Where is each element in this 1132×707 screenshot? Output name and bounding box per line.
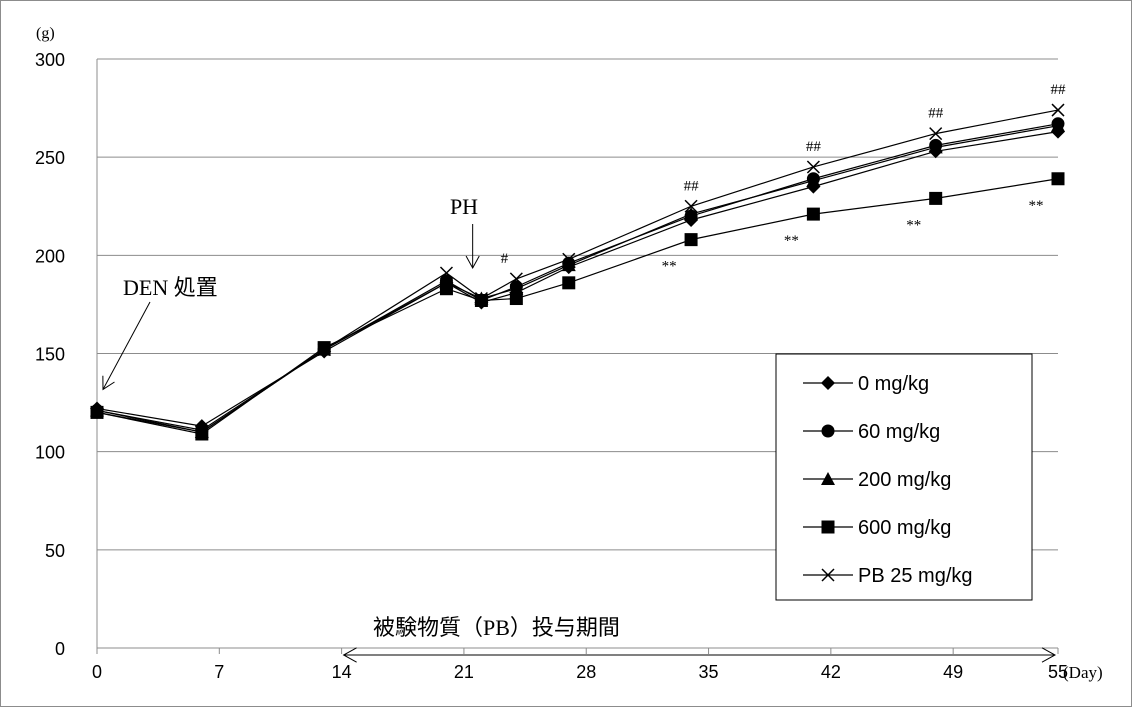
point-pb-25-mg-kg-day-55-b bbox=[1051, 103, 1065, 117]
sig-star-day-41: ** bbox=[784, 233, 799, 249]
y-tick-label-200: 200 bbox=[35, 246, 65, 266]
sig-hash-day-24: # bbox=[501, 251, 509, 267]
point-200-mg-kg-day-55 bbox=[1051, 118, 1065, 132]
legend-item-pb-25-mg-kg: PB 25 mg/kg bbox=[803, 565, 973, 587]
y-tick-label-0: 0 bbox=[55, 639, 65, 659]
point-200-mg-kg-day-34 bbox=[684, 207, 699, 221]
legend-label-200-mg-kg: 200 mg/kg bbox=[858, 469, 951, 491]
den-arrowhead bbox=[102, 375, 115, 391]
point-pb-25-mg-kg-day-27-b bbox=[562, 252, 576, 266]
point-pb-25-mg-kg-day-0 bbox=[90, 405, 104, 419]
legend-label-pb-25-mg-kg: PB 25 mg/kg bbox=[858, 565, 973, 587]
dosing-period: 被験物質（PB）投与期間 bbox=[342, 615, 1057, 663]
legend-marker-pb-25-mg-kg bbox=[821, 568, 835, 582]
y-unit-label: (g) bbox=[36, 25, 55, 42]
point-pb-25-mg-kg-day-22-b bbox=[474, 291, 488, 306]
point-pb-25-mg-kg-day-24-b bbox=[509, 272, 523, 286]
point-600-mg-kg-day-13 bbox=[317, 341, 331, 355]
sig-hash-day-48: ## bbox=[928, 106, 944, 122]
point-pb-25-mg-kg-day-27 bbox=[562, 252, 576, 266]
point-600-mg-kg-day-34 bbox=[684, 233, 698, 247]
y-tick-label-150: 150 bbox=[35, 345, 65, 365]
point-pb-25-mg-kg-day-48-b bbox=[929, 127, 943, 141]
y-tick-label-50: 50 bbox=[45, 541, 65, 561]
x-tick-label-55: 55 bbox=[1048, 662, 1068, 682]
sig-star-day-34: ** bbox=[662, 259, 677, 275]
legend-item-0-mg-kg: 0 mg/kg bbox=[803, 373, 929, 395]
x-unit-label: (Day) bbox=[1063, 663, 1103, 682]
period-label: 被験物質（PB）投与期間 bbox=[373, 615, 620, 640]
sig-star-day-55: ** bbox=[1029, 198, 1044, 214]
period-arrowhead-left bbox=[342, 647, 357, 663]
legend-item-200-mg-kg: 200 mg/kg bbox=[803, 469, 951, 491]
point-pb-25-mg-kg-day-34 bbox=[684, 199, 698, 213]
den-arrow-line bbox=[102, 301, 151, 390]
legend-label-0-mg-kg: 0 mg/kg bbox=[858, 373, 929, 395]
x-tick-label-35: 35 bbox=[699, 662, 719, 682]
axes: 0 50 100 150 200 250 300 0 7 14 21 28 35 42 49 55 (g) (Da… bbox=[35, 25, 1103, 682]
y-tick-label-300: 300 bbox=[35, 50, 65, 70]
point-pb-25-mg-kg-day-20 bbox=[439, 266, 453, 280]
point-200-mg-kg-day-41 bbox=[806, 173, 821, 187]
point-600-mg-kg-day-20 bbox=[439, 282, 453, 296]
point-600-mg-kg-day-48 bbox=[929, 191, 943, 205]
x-tick-label-21: 21 bbox=[454, 662, 474, 682]
point-pb-25-mg-kg-day-34-b bbox=[684, 199, 698, 213]
legend-label-60-mg-kg: 60 mg/kg bbox=[858, 421, 940, 443]
legend-item-600-mg-kg: 600 mg/kg bbox=[803, 517, 951, 539]
point-pb-25-mg-kg-day-22 bbox=[474, 291, 488, 306]
legend-marker-60-mg-kg bbox=[821, 424, 835, 438]
den-label: DEN 処置 bbox=[123, 275, 218, 300]
sig-star-day-48: ** bbox=[906, 217, 921, 233]
x-tick-label-14: 14 bbox=[332, 662, 352, 682]
ph-label: PH bbox=[450, 194, 478, 219]
legend-marker-200-mg-kg bbox=[821, 472, 835, 485]
series-group bbox=[90, 103, 1065, 441]
sig-hash-day-41: ## bbox=[806, 139, 822, 155]
legend-item-60-mg-kg: 60 mg/kg bbox=[803, 421, 940, 443]
point-600-mg-kg-day-24 bbox=[509, 292, 523, 306]
legend-marker-pb-25-mg-kg-b bbox=[821, 568, 835, 582]
y-tick-label-100: 100 bbox=[35, 443, 65, 463]
series-pb-25-mg-kg bbox=[90, 103, 1065, 439]
point-600-mg-kg-day-27 bbox=[562, 276, 576, 290]
x-tick-label-42: 42 bbox=[821, 662, 841, 682]
period-arrowhead-right bbox=[1041, 647, 1057, 663]
legend-box bbox=[775, 353, 1033, 601]
point-pb-25-mg-kg-day-13-b bbox=[317, 343, 331, 357]
point-pb-25-mg-kg-day-24 bbox=[509, 272, 523, 286]
point-pb-25-mg-kg-day-13 bbox=[317, 343, 331, 357]
point-600-mg-kg-day-41 bbox=[806, 207, 820, 221]
point-pb-25-mg-kg-day-48 bbox=[929, 127, 943, 141]
point-200-mg-kg-day-24 bbox=[509, 281, 524, 295]
point-pb-25-mg-kg-day-55 bbox=[1051, 103, 1065, 117]
ph-arrowhead bbox=[465, 255, 480, 270]
sig-hash-day-34: ## bbox=[684, 178, 700, 194]
point-pb-25-mg-kg-day-20-b bbox=[439, 266, 453, 280]
legend-marker-0-mg-kg bbox=[821, 376, 835, 390]
point-200-mg-kg-day-27 bbox=[561, 258, 576, 272]
point-pb-25-mg-kg-day-6 bbox=[195, 425, 209, 439]
legend-label-600-mg-kg: 600 mg/kg bbox=[858, 517, 951, 539]
x-tick-label-28: 28 bbox=[576, 662, 596, 682]
x-tick-label-7: 7 bbox=[214, 662, 224, 682]
point-pb-25-mg-kg-day-6-b bbox=[195, 425, 209, 439]
x-tick-label-0: 0 bbox=[92, 662, 102, 682]
point-600-mg-kg-day-6 bbox=[195, 427, 209, 441]
legend: 0 mg/kg 60 mg/kg 200 mg/kg 600 mg/kg PB 25 m… bbox=[775, 353, 1033, 601]
point-200-mg-kg-day-48 bbox=[928, 140, 943, 154]
x-tick-label-49: 49 bbox=[943, 662, 963, 682]
y-tick-label-250: 250 bbox=[35, 148, 65, 168]
sig-hash-day-55: ## bbox=[1051, 82, 1067, 98]
point-pb-25-mg-kg-day-41 bbox=[806, 160, 820, 174]
point-600-mg-kg-day-55 bbox=[1051, 172, 1065, 186]
legend-marker-600-mg-kg bbox=[821, 520, 835, 534]
point-pb-25-mg-kg-day-0-b bbox=[90, 405, 104, 419]
point-pb-25-mg-kg-day-41-b bbox=[806, 160, 820, 174]
